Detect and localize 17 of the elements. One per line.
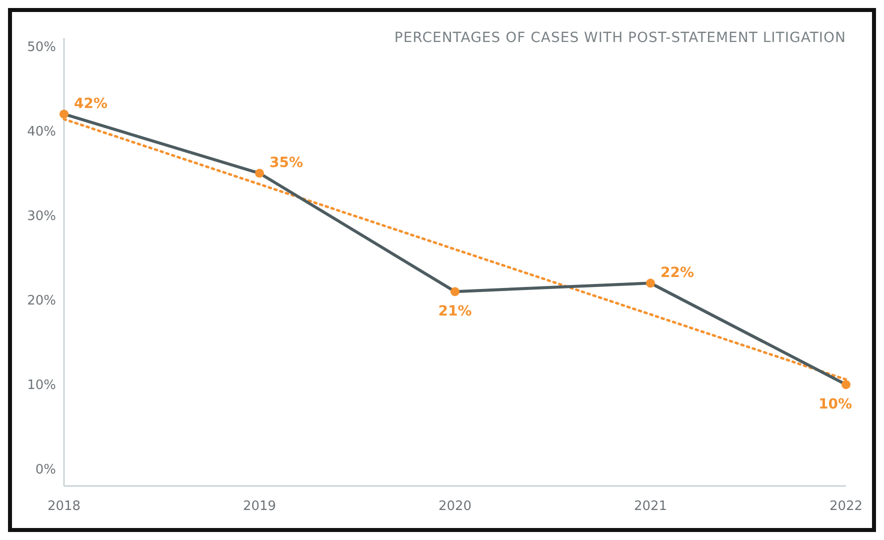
- data-label: 42%: [74, 96, 108, 112]
- y-tick-label: 0%: [35, 462, 56, 478]
- data-label: 10%: [818, 396, 852, 413]
- chart-title: PERCENTAGES OF CASES WITH POST-STATEMENT LITIGATION: [394, 30, 846, 46]
- x-tick-label: 2018: [47, 499, 81, 514]
- y-tick-label: 10%: [27, 378, 56, 394]
- y-tick-label: 30%: [27, 209, 56, 224]
- x-tick-label: 2020: [438, 499, 472, 514]
- y-tick-label: 50%: [27, 40, 56, 56]
- x-tick-label: 2022: [829, 499, 863, 514]
- y-tick-label: 40%: [27, 124, 56, 140]
- data-label: 21%: [438, 304, 472, 320]
- x-tick-label: 2021: [634, 499, 668, 514]
- data-label: 22%: [660, 265, 694, 282]
- x-tick-label: 2019: [242, 499, 276, 514]
- y-tick-label: 20%: [27, 294, 56, 309]
- data-label: 35%: [270, 155, 304, 172]
